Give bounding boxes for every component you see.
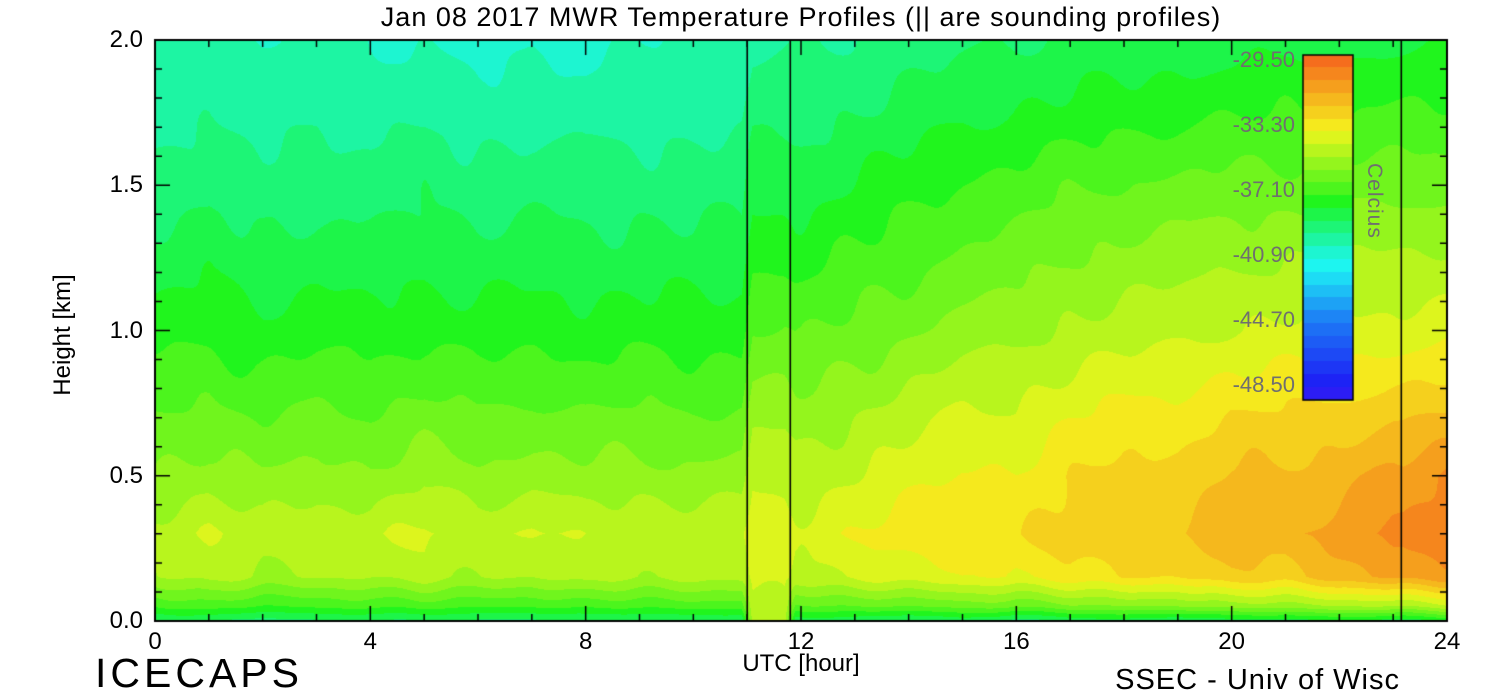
institution-label: SSEC - Univ of Wisc xyxy=(1115,664,1400,696)
x-tick-label: 16 xyxy=(1002,628,1030,655)
x-tick-label: 12 xyxy=(787,628,815,655)
x-tick-label: 0 xyxy=(148,628,162,655)
x-tick-label: 8 xyxy=(578,628,593,655)
project-label: ICECAPS xyxy=(95,650,303,696)
y-tick-label: 2.0 xyxy=(109,26,143,53)
x-axis-label: UTC [hour] xyxy=(742,650,860,677)
colorbar-tick-label: -29.50 xyxy=(1232,47,1295,73)
colorbar-tick-label: -37.10 xyxy=(1232,176,1295,202)
x-tick-label: 20 xyxy=(1218,628,1245,655)
y-tick-label: 1.0 xyxy=(109,316,143,344)
y-tick-label: 0.5 xyxy=(109,461,143,489)
x-tick-label: 24 xyxy=(1433,628,1461,655)
colorbar-tick-label: -40.90 xyxy=(1232,241,1295,267)
colorbar-tick-label: -44.70 xyxy=(1232,306,1295,332)
colorbar-tick-label: -48.50 xyxy=(1232,371,1295,397)
chart-title: Jan 08 2017 MWR Temperature Profiles (||… xyxy=(380,2,1222,32)
y-tick-label: 1.5 xyxy=(109,171,143,199)
colorbar-unit-label: Celcius xyxy=(1363,163,1386,239)
y-tick-label: 0.0 xyxy=(109,607,143,634)
x-tick-label: 4 xyxy=(363,628,377,655)
colorbar-tick-label: -33.30 xyxy=(1232,112,1295,138)
